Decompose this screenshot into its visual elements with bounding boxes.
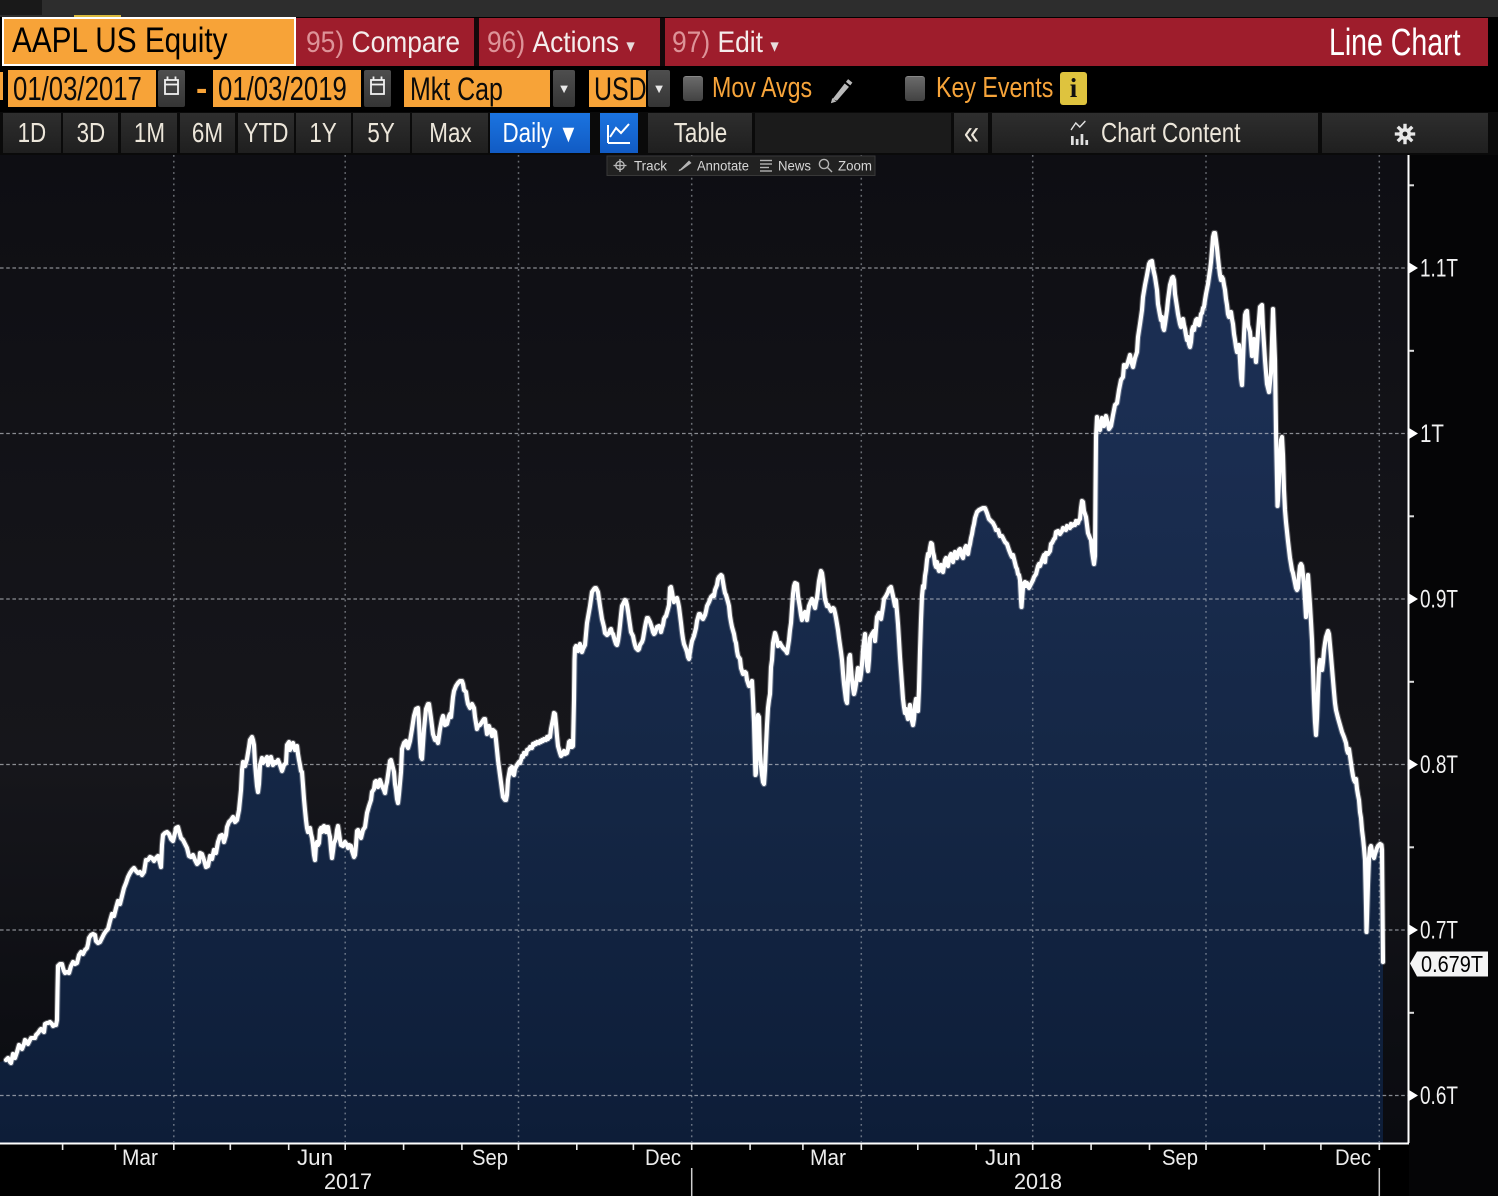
svg-text:0.679T: 0.679T xyxy=(1421,951,1483,977)
svg-text:2017: 2017 xyxy=(324,1169,372,1194)
svg-text:2018: 2018 xyxy=(1014,1169,1062,1194)
svg-text:Jun: Jun xyxy=(985,1145,1021,1170)
svg-text:Sep: Sep xyxy=(472,1145,508,1170)
svg-text:1.1T: 1.1T xyxy=(1420,255,1458,283)
svg-text:News: News xyxy=(778,159,811,174)
svg-text:Dec: Dec xyxy=(645,1145,681,1170)
svg-text:Track: Track xyxy=(634,159,667,174)
svg-text:0.6T: 0.6T xyxy=(1420,1082,1458,1110)
svg-text:Annotate: Annotate xyxy=(697,159,749,174)
svg-text:0.8T: 0.8T xyxy=(1420,751,1458,779)
svg-text:Dec: Dec xyxy=(1335,1145,1371,1170)
svg-text:Zoom: Zoom xyxy=(838,159,872,174)
svg-text:0.9T: 0.9T xyxy=(1420,586,1458,614)
svg-text:0.7T: 0.7T xyxy=(1420,917,1458,945)
svg-text:Jun: Jun xyxy=(297,1145,333,1170)
svg-text:Sep: Sep xyxy=(1162,1145,1198,1170)
svg-text:Mar: Mar xyxy=(122,1145,158,1170)
svg-text:Mar: Mar xyxy=(810,1145,846,1170)
svg-text:1T: 1T xyxy=(1420,420,1444,448)
